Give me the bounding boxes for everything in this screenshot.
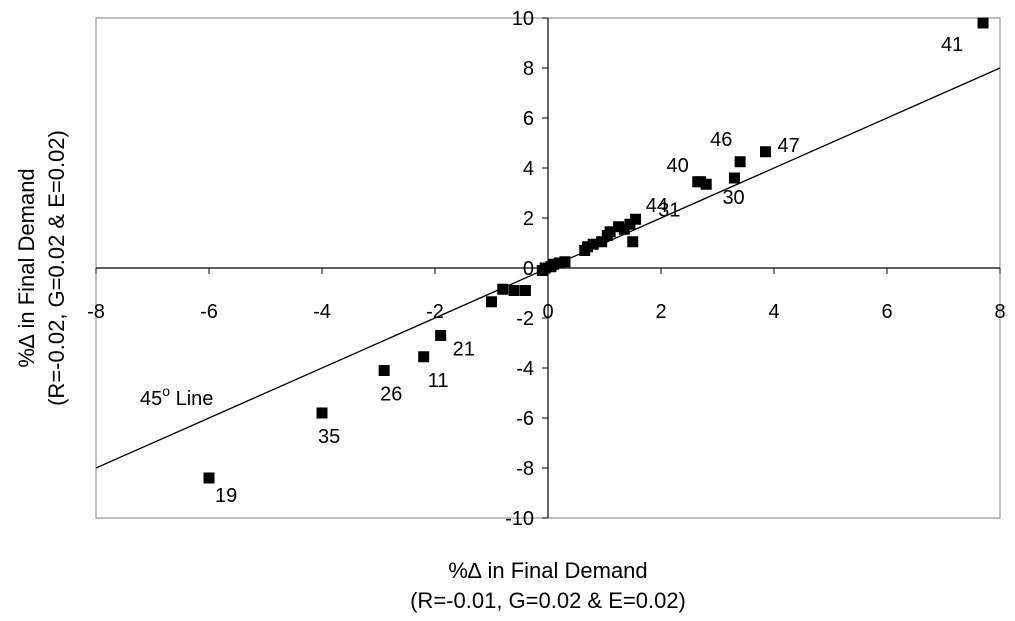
data-point [627,236,639,248]
x-tick-label: -4 [313,301,331,323]
data-point [579,245,591,256]
data-point [977,17,989,29]
x-tick-label: 8 [994,301,1005,323]
data-point [545,261,557,273]
y-tick-label: -6 [516,408,534,430]
y-tick-label: -10 [505,508,534,530]
x-axis-title-line1: %∆ in Final Demand [448,558,647,583]
point-label: 35 [318,426,340,448]
point-label: 41 [941,34,963,56]
y-tick-label: 2 [523,208,534,230]
x-tick-label: -2 [426,301,444,323]
data-point [508,285,520,296]
y-axis-title-line1: %∆ in Final Demand [14,168,39,367]
data-point [486,296,497,308]
data-point [700,178,712,190]
point-label: 11 [428,370,449,392]
data-point [596,236,608,248]
point-label: 26 [380,384,402,406]
data-point [418,351,430,363]
point-label: 47 [778,135,800,157]
data-point [203,472,215,484]
x-tick-label: -6 [200,301,218,323]
y-tick-label: 6 [523,108,534,130]
data-point [630,213,642,225]
data-point [435,330,447,341]
y-axis-title-line2: (R=-0.02, G=0.02 & E=0.02) [44,130,69,406]
ref-line-label: 45o Line [140,383,213,410]
data-point [553,257,565,269]
data-point [624,218,636,230]
data-point [587,238,599,250]
data-point [760,146,772,158]
data-point [601,230,613,241]
x-tick-label: -8 [87,301,105,323]
y-tick-label: -4 [516,358,534,380]
data-point [519,285,531,296]
point-label: 30 [722,187,744,209]
x-tick-label: 2 [655,301,666,323]
data-point [378,365,390,376]
data-point [734,156,746,168]
data-point [536,265,548,276]
data-point [613,221,625,233]
data-point [692,176,704,188]
y-tick-label: -8 [516,458,534,480]
x-tick-label: 0 [542,301,553,323]
point-label: 40 [667,155,689,177]
y-tick-label: 10 [512,8,534,30]
point-label: 44 [646,195,668,217]
point-label: 21 [453,339,475,361]
data-point [559,256,571,268]
data-point [316,407,328,419]
point-label: 46 [710,129,732,151]
data-point [618,223,630,235]
point-label: 31 [658,199,680,221]
data-point [497,283,509,295]
x-axis-title-line2: (R=-0.01, G=0.02 & E=0.02) [410,588,686,613]
y-tick-label: 4 [523,158,534,180]
y-tick-label: 8 [523,58,534,80]
y-tick-label: 0 [523,258,534,280]
y-tick-label: -2 [516,308,534,330]
x-tick-label: 4 [768,301,779,323]
data-point [728,172,740,184]
point-label: 19 [215,485,237,507]
x-tick-label: 6 [881,301,892,323]
